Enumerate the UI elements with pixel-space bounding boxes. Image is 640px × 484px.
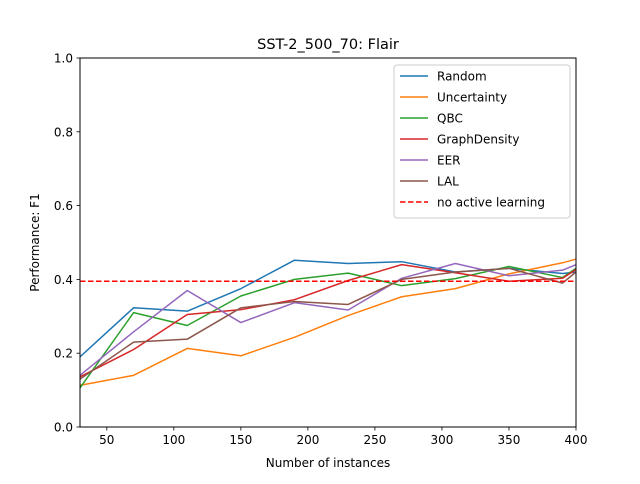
series-line-lal xyxy=(80,267,576,380)
x-tick-label: 150 xyxy=(229,433,252,447)
y-axis-label: Performance: F1 xyxy=(28,193,42,291)
legend-label-lal: LAL xyxy=(437,175,459,189)
x-tick-label: 100 xyxy=(162,433,185,447)
x-tick-label: 50 xyxy=(99,433,114,447)
x-tick-label: 350 xyxy=(498,433,521,447)
y-tick-label: 0.8 xyxy=(54,125,73,139)
legend-label-eer: EER xyxy=(437,154,461,168)
x-tick-label: 200 xyxy=(296,433,319,447)
legend-label-random: Random xyxy=(437,70,487,84)
plot-lines xyxy=(80,258,576,389)
legend-label-graphdensity: GraphDensity xyxy=(437,133,519,147)
y-tick-label: 0.4 xyxy=(54,273,73,287)
legend-label-no-active-learning: no active learning xyxy=(437,196,545,210)
x-tick-label: 300 xyxy=(430,433,453,447)
legend-label-uncertainty: Uncertainty xyxy=(437,91,507,105)
x-tick-label: 250 xyxy=(363,433,386,447)
plot-frame xyxy=(79,57,577,428)
y-axis: 0.0 0.2 0.4 0.6 0.8 1.0 xyxy=(54,52,80,435)
x-axis-label: Number of instances xyxy=(266,456,391,470)
legend-label-qbc: QBC xyxy=(437,112,463,126)
legend-box xyxy=(393,64,571,219)
series-line-qbc xyxy=(80,265,576,389)
legend: Random Uncertainty QBC GraphDensity EER LAL no… xyxy=(393,64,571,219)
y-tick-label: 1.0 xyxy=(54,52,73,66)
y-tick-label: 0.0 xyxy=(54,421,73,435)
y-tick-label: 0.6 xyxy=(54,199,73,213)
x-axis: 50 100 150 200 250 300 350 400 xyxy=(99,427,587,447)
y-tick-label: 0.2 xyxy=(54,347,73,361)
chart-title: SST-2_500_70: Flair xyxy=(257,37,399,53)
series-line-uncertainty xyxy=(80,258,576,387)
x-tick-label: 400 xyxy=(565,433,588,447)
